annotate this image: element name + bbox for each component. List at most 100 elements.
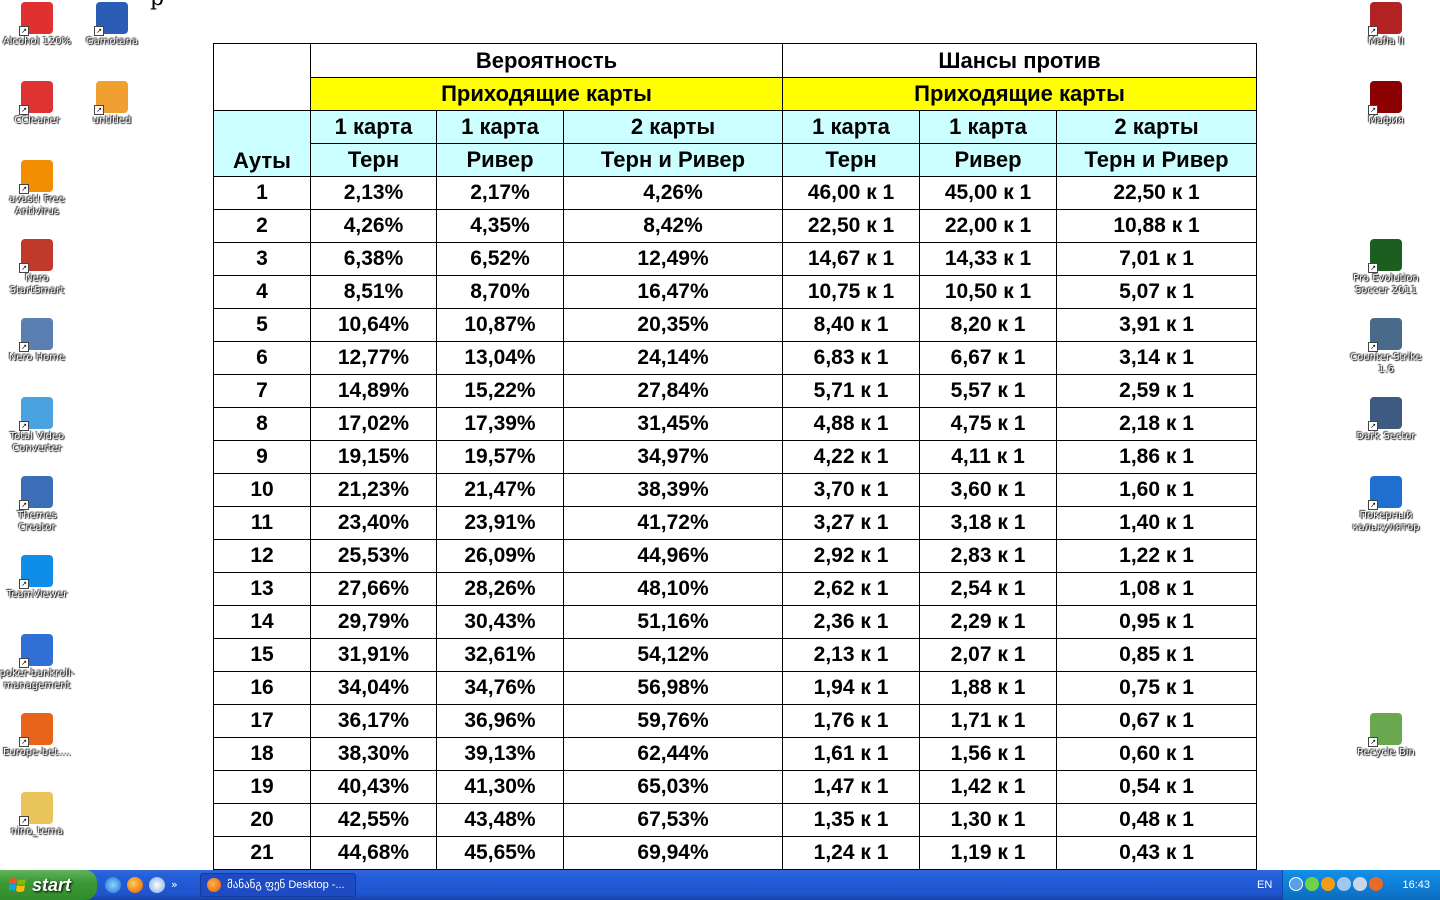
shortcut-arrow-icon: ↗ bbox=[1368, 105, 1378, 115]
media-player-icon[interactable] bbox=[149, 877, 165, 893]
probability-cell: 19,15% bbox=[310, 440, 437, 474]
odds-cell: 1,42 к 1 bbox=[919, 770, 1058, 804]
desktop-icon-teamviewer[interactable]: ↗ TeamViewer bbox=[0, 555, 75, 601]
desktop-icon-total-video-converter[interactable]: ↗ Total Video Converter bbox=[0, 397, 75, 455]
desktop-icon-alcohol-120[interactable]: ↗ Alcohol 120% bbox=[0, 2, 75, 48]
start-button[interactable]: start bbox=[0, 870, 97, 900]
odds-cell: 2,13 к 1 bbox=[782, 638, 921, 672]
outs-cell: 13 bbox=[213, 572, 311, 606]
expand-tray-icon[interactable] bbox=[1289, 877, 1303, 891]
desktop-icon-мафия[interactable]: ↗ Мафия bbox=[1348, 81, 1424, 127]
shortcut-arrow-icon: ↗ bbox=[1368, 421, 1378, 431]
desktop-icon-mafia-ii[interactable]: ↗ Mafia II bbox=[1348, 2, 1424, 48]
header-outs: Ауты bbox=[213, 110, 311, 177]
firefox-icon[interactable] bbox=[127, 877, 143, 893]
probability-cell: 31,45% bbox=[562, 407, 784, 441]
odds-cell: 10,50 к 1 bbox=[919, 275, 1058, 309]
probability-cell: 10,87% bbox=[436, 308, 564, 342]
outs-cell: 2 bbox=[213, 209, 311, 243]
odds-cell: 14,67 к 1 bbox=[782, 242, 921, 276]
odds-cell: 0,60 к 1 bbox=[1056, 737, 1258, 771]
desktop-icon-label: Mafia II bbox=[1367, 36, 1405, 47]
app-icon: ↗ bbox=[1368, 81, 1402, 115]
desktop-icon-label: CCleaner bbox=[14, 115, 60, 126]
desktop-icon-poker-bankroll-management[interactable]: ↗ poker-bankroll-management bbox=[0, 634, 75, 692]
desktop-icon-label: Nero Home bbox=[8, 352, 66, 363]
probability-cell: 41,30% bbox=[436, 770, 564, 804]
desktop-icon-recycle-bin[interactable]: ↗ Recycle Bin bbox=[1348, 713, 1424, 759]
desktop-icon-dark-sector[interactable]: ↗ Dark Sector bbox=[1348, 397, 1424, 443]
desktop-icon-label: Themes Creator bbox=[17, 510, 57, 533]
probability-cell: 6,38% bbox=[310, 242, 437, 276]
desktop-icon-europe-bet[interactable]: ↗ Europe-bet.... bbox=[0, 713, 75, 759]
network-icon[interactable] bbox=[1305, 877, 1319, 891]
firefox-icon bbox=[207, 878, 221, 892]
odds-cell: 4,75 к 1 bbox=[919, 407, 1058, 441]
odds-cell: 1,30 к 1 bbox=[919, 803, 1058, 837]
outs-cell: 1 bbox=[213, 176, 311, 210]
table-row: 18 38,30% 39,13% 62,44% 1,61 к 1 1,56 к 1 0,60… bbox=[213, 737, 1258, 771]
probability-cell: 44,96% bbox=[562, 539, 784, 573]
desktop-icon-pro-evolution-soccer-2011[interactable]: ↗ Pro Evolution Soccer 2011 bbox=[1348, 239, 1424, 297]
shortcut-arrow-icon: ↗ bbox=[19, 184, 29, 194]
outs-cell: 20 bbox=[213, 803, 311, 837]
desktop-icon-label: Dark Sector bbox=[1356, 431, 1416, 442]
table-row: 11 23,40% 23,91% 41,72% 3,27 к 1 3,18 к 1 1,40… bbox=[213, 506, 1258, 540]
odds-cell: 4,22 к 1 bbox=[782, 440, 921, 474]
app-icon: ↗ bbox=[19, 713, 53, 747]
chevron-right-icon[interactable]: » bbox=[171, 878, 178, 891]
desktop-icon-avast-free-antivirus[interactable]: ↗ avast! Free Antivirus bbox=[0, 160, 75, 218]
desktop-icon-nero-home[interactable]: ↗ Nero Home bbox=[0, 318, 75, 364]
poker-odds-table: Вероятность Шансы против Приходящие карт… bbox=[213, 43, 1258, 870]
desktop-icon-nero-startsmart[interactable]: ↗ Nero StartSmart bbox=[0, 239, 75, 297]
probability-cell: 8,70% bbox=[436, 275, 564, 309]
subheader-card-count: 2 карты bbox=[562, 110, 784, 144]
shortcut-arrow-icon: ↗ bbox=[19, 500, 29, 510]
probability-cell: 2,17% bbox=[436, 176, 564, 210]
desktop-icon-themes-creator[interactable]: ↗ Themes Creator bbox=[0, 476, 75, 534]
desktop-icon-untitled[interactable]: ↗ untitled bbox=[74, 81, 150, 127]
table-row: 17 36,17% 36,96% 59,76% 1,76 к 1 1,71 к 1 0,67… bbox=[213, 704, 1258, 738]
probability-cell: 31,91% bbox=[310, 638, 437, 672]
desktop-icon-counter-strike-1-6[interactable]: ↗ Counter-Strike 1.6 bbox=[1348, 318, 1424, 376]
internet-explorer-icon[interactable] bbox=[105, 877, 121, 893]
volume-icon[interactable] bbox=[1353, 877, 1367, 891]
stray-text-fragment: р bbox=[150, 0, 164, 11]
language-indicator[interactable]: EN bbox=[1257, 879, 1273, 891]
app-icon: ↗ bbox=[19, 2, 53, 36]
taskbar-window-button[interactable]: მანანგ ფენ Desktop -... bbox=[200, 873, 356, 897]
desktop-icon-покерный-калькулятор[interactable]: ↗ Покерный калькулятор bbox=[1348, 476, 1424, 534]
probability-cell: 36,96% bbox=[436, 704, 564, 738]
probability-cell: 21,47% bbox=[436, 473, 564, 507]
subheader-card-count: 1 карта bbox=[436, 110, 564, 144]
outs-cell: 4 bbox=[213, 275, 311, 309]
odds-cell: 22,50 к 1 bbox=[782, 209, 921, 243]
updater-tray-icon[interactable] bbox=[1337, 877, 1351, 891]
probability-cell: 8,42% bbox=[562, 209, 784, 243]
desktop-icon-ccleaner[interactable]: ↗ CCleaner bbox=[0, 81, 75, 127]
clock[interactable]: 16:43 bbox=[1402, 879, 1430, 891]
probability-cell: 28,26% bbox=[436, 572, 564, 606]
odds-cell: 4,88 к 1 bbox=[782, 407, 921, 441]
probability-cell: 21,23% bbox=[310, 473, 437, 507]
odds-cell: 3,18 к 1 bbox=[919, 506, 1058, 540]
probability-cell: 48,10% bbox=[562, 572, 784, 606]
probability-cell: 62,44% bbox=[562, 737, 784, 771]
app-icon: ↗ bbox=[19, 160, 53, 194]
app-tray-icon[interactable] bbox=[1369, 877, 1383, 891]
odds-cell: 1,71 к 1 bbox=[919, 704, 1058, 738]
outs-cell: 17 bbox=[213, 704, 311, 738]
probability-cell: 29,79% bbox=[310, 605, 437, 639]
desktop-icon-label: Recycle Bin bbox=[1357, 747, 1415, 758]
odds-cell: 0,54 к 1 bbox=[1056, 770, 1258, 804]
subheader-card-count: 1 карта bbox=[919, 110, 1058, 144]
odds-cell: 6,67 к 1 bbox=[919, 341, 1058, 375]
desktop-icon-gamotana[interactable]: ↗ Gamotana bbox=[74, 2, 150, 48]
outs-cell: 5 bbox=[213, 308, 311, 342]
desktop-icon-nino-tema[interactable]: ↗ nino_tema bbox=[0, 792, 75, 838]
desktop-icon-label: Gamotana bbox=[85, 36, 139, 47]
shortcut-arrow-icon: ↗ bbox=[1368, 26, 1378, 36]
outs-cell: 18 bbox=[213, 737, 311, 771]
app-icon: ↗ bbox=[19, 555, 53, 589]
antivirus-tray-icon[interactable] bbox=[1321, 877, 1335, 891]
